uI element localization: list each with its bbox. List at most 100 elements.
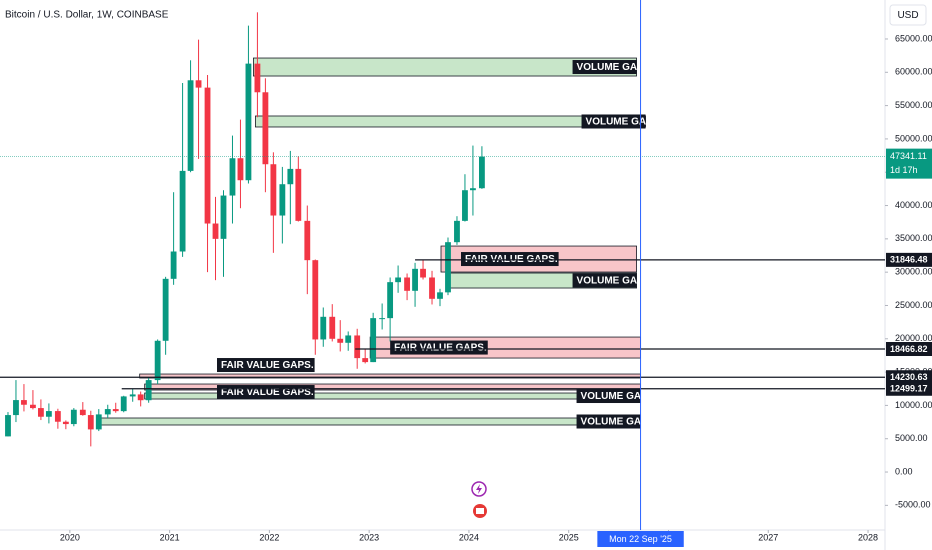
- candle-body: [204, 87, 211, 224]
- y-tick-label: 50000.00: [895, 133, 932, 143]
- zone-label: VOLUME GAP: [581, 391, 649, 402]
- candle-body: [262, 92, 269, 165]
- lightning-icon: [476, 484, 482, 494]
- candle-body: [279, 184, 286, 216]
- candle-body: [187, 80, 194, 171]
- candle-body: [412, 268, 418, 291]
- price-axis: [885, 0, 932, 550]
- y-tick-label: 0.00: [895, 466, 913, 476]
- y-tick-label: 55000.00: [895, 100, 932, 110]
- candle-body: [170, 251, 177, 279]
- candle-body: [479, 156, 485, 189]
- zone-label: FAIR VALUE GAPS.: [221, 387, 314, 398]
- candle-body: [362, 358, 369, 363]
- candle-body: [95, 414, 102, 430]
- candle-body: [454, 220, 460, 243]
- x-tick-label: 2027: [758, 532, 778, 542]
- candle-body: [179, 170, 186, 252]
- y-tick-label: 20000.00: [895, 333, 932, 343]
- candle-body: [237, 158, 244, 181]
- x-tick-label: 2024: [459, 532, 479, 542]
- x-tick-label: 2025: [559, 532, 579, 542]
- current-price-label: 47341.11: [890, 151, 927, 161]
- candle-body: [470, 188, 476, 191]
- candle-body: [312, 260, 319, 340]
- y-tick-label: 25000.00: [895, 300, 932, 310]
- candle-body: [295, 168, 302, 221]
- candle-body: [437, 292, 443, 299]
- candle-body: [329, 316, 336, 339]
- zone-label-box: [572, 60, 637, 75]
- candle-body: [30, 404, 36, 409]
- level-price-label: 14230.63: [890, 372, 928, 382]
- y-tick-label: 40000.00: [895, 200, 932, 210]
- candle-body: [270, 164, 277, 216]
- candle-body: [13, 400, 19, 416]
- candle-body: [345, 335, 352, 343]
- candle-body: [404, 277, 410, 291]
- candle-body: [254, 63, 261, 93]
- zone-label: VOLUME GAP: [586, 117, 654, 128]
- level-price-box: [886, 381, 932, 396]
- crosshair-label: Mon 22 Sep '25: [609, 534, 672, 544]
- candle-body: [395, 277, 402, 283]
- candle-body: [104, 409, 111, 415]
- candle-body: [220, 195, 227, 239]
- candle-body: [429, 277, 435, 299]
- candle-body: [229, 158, 236, 196]
- y-tick-label: -5000.00: [895, 500, 931, 510]
- zone-label-box: [461, 252, 559, 267]
- zone-label-box: [217, 358, 315, 373]
- candle-body: [287, 168, 294, 185]
- candle-body: [212, 223, 219, 239]
- level-price-label: 18466.82: [890, 344, 928, 354]
- candle-body: [320, 316, 327, 340]
- level-price-box: [886, 370, 932, 385]
- zone-label-box: [390, 340, 488, 355]
- candle-body: [387, 282, 394, 319]
- x-tick-label: 2021: [160, 532, 180, 542]
- y-tick-label: 10000.00: [895, 400, 932, 410]
- candle-body: [445, 242, 451, 293]
- y-tick-label: 5000.00: [895, 433, 928, 443]
- flag-icon-inner: [476, 508, 484, 514]
- candle-body: [137, 394, 144, 401]
- level-price-box: [886, 342, 932, 357]
- candle-body: [337, 338, 344, 343]
- candle-body: [70, 409, 77, 425]
- candle-body: [5, 415, 11, 437]
- axes: -5000.000.005000.0010000.0015000.0020000…: [60, 33, 932, 542]
- candle-body: [79, 409, 86, 416]
- level-price-label: 12499.17: [890, 384, 928, 394]
- candle-body: [245, 63, 252, 181]
- level-price-box: [886, 252, 932, 267]
- currency-box[interactable]: [889, 4, 927, 26]
- candle-body: [162, 278, 169, 341]
- candle-body: [129, 394, 136, 397]
- zone-label-box: [576, 414, 641, 429]
- zone-label: VOLUME GAP: [581, 417, 649, 428]
- currency: USD: [897, 10, 918, 21]
- zone-label: VOLUME GAP: [577, 62, 645, 73]
- zone-label: FAIR VALUE GAPS.: [221, 360, 314, 371]
- zone-label-box: [576, 389, 641, 404]
- y-tick-label: 60000.00: [895, 67, 932, 77]
- candle-body: [462, 190, 468, 221]
- candle-body: [154, 340, 161, 381]
- candle-body: [195, 80, 202, 88]
- candle-body: [45, 411, 52, 417]
- zone-label-box: [581, 114, 646, 129]
- candle-body: [120, 396, 127, 412]
- countdown: 1d 17h: [890, 165, 918, 175]
- candle-body: [370, 318, 377, 363]
- zone-label: VOLUME GAP: [577, 276, 645, 287]
- candle-body: [62, 421, 69, 425]
- candle-body: [112, 409, 119, 412]
- crosshair-label-box: [597, 531, 684, 547]
- x-tick-label: 2022: [259, 532, 279, 542]
- zone-label: FAIR VALUE GAPS.: [394, 343, 487, 354]
- candle-body: [54, 411, 61, 422]
- chart-title: Bitcoin / U.S. Dollar, 1W, COINBASE: [5, 10, 169, 21]
